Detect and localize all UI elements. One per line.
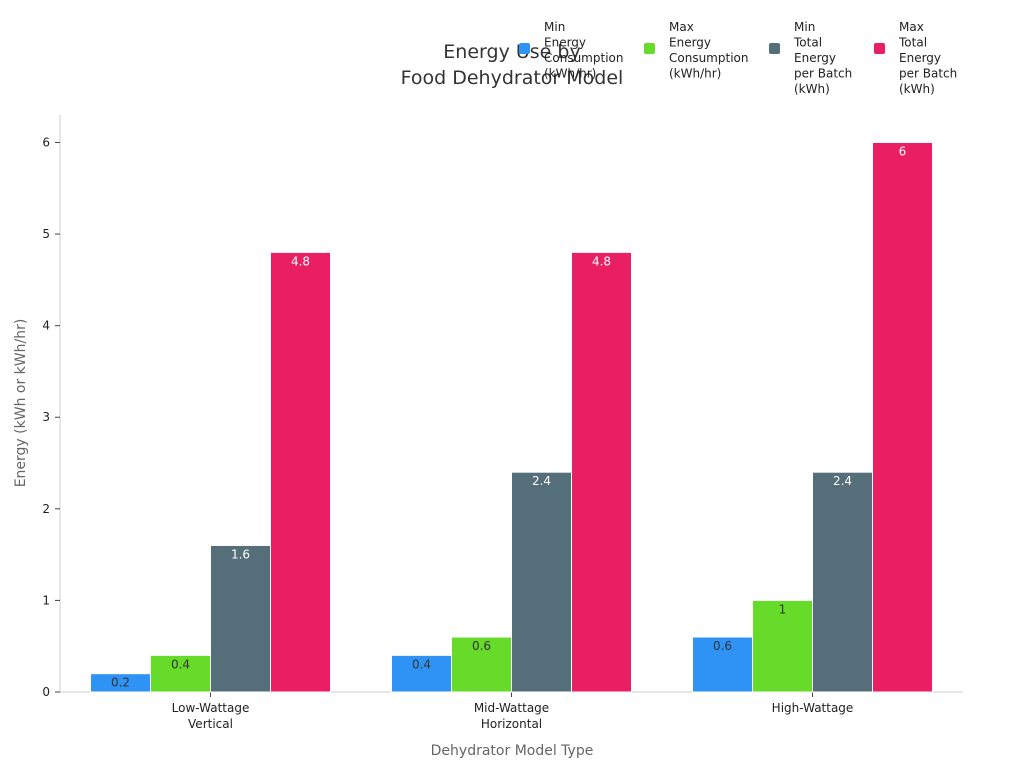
legend-item: Min Energy Consumption (kWh/hr) — [519, 20, 623, 81]
x-tick-label-line: Low-Wattage — [172, 701, 250, 715]
bar — [752, 599, 813, 693]
legend-label-line: per Batch — [899, 67, 957, 81]
legend-label-line: Total — [793, 36, 822, 50]
bar — [692, 636, 753, 693]
legend-item: Max Total Energy per Batch (kWh) — [874, 20, 957, 96]
legend-label-line: (kWh/hr) — [544, 67, 596, 81]
legend-label: Min Energy Consumption (kWh/hr) — [544, 20, 623, 81]
legend-label-line: Energy — [544, 36, 586, 50]
legend-label-line: (kWh/hr) — [669, 67, 721, 81]
x-tick-label: Low-Wattage Vertical — [172, 701, 250, 731]
bar-value-label: 1 — [779, 602, 787, 616]
legend-label: Max Total Energy per Batch (kWh) — [898, 20, 957, 96]
legend-label-line: Consumption — [669, 51, 748, 65]
bar-value-label: 2.4 — [532, 474, 551, 488]
x-tick-label: High-Wattage — [772, 701, 854, 715]
legend-label: Min Total Energy per Batch (kWh) — [793, 20, 852, 96]
bar-value-label: 0.6 — [713, 639, 732, 653]
bar — [511, 471, 572, 693]
chart-title-text: Energy Use by Food Dehydrator Model — [401, 41, 624, 89]
x-tick-label-line: Vertical — [188, 717, 233, 731]
bar-value-label: 4.8 — [291, 254, 310, 268]
legend-label-line: (kWh) — [794, 82, 830, 96]
y-axis-title: Energy (kWh or kWh/hr) — [13, 319, 29, 488]
y-tick-label: 6 — [42, 135, 50, 149]
y-tick-label: 2 — [42, 502, 50, 516]
chart-title-text-line: Food Dehydrator Model — [401, 67, 624, 89]
legend-label-line: Energy — [899, 51, 941, 65]
x-tick-label-line: Mid-Wattage — [474, 701, 549, 715]
legend-swatch — [769, 43, 780, 54]
legend-label: Max Energy Consumption (kWh/hr) — [669, 20, 748, 81]
legend-label-line: Max — [899, 20, 924, 34]
legend-swatch — [519, 43, 530, 54]
legend-item: Max Energy Consumption (kWh/hr) — [644, 20, 748, 81]
legend-label-line: per Batch — [794, 67, 852, 81]
bar-value-label: 0.4 — [171, 657, 190, 671]
x-tick-label-line: Horizontal — [481, 717, 542, 731]
bar-value-label: 4.8 — [592, 254, 611, 268]
legend-label-line: Min — [544, 20, 565, 34]
y-tick-label: 0 — [42, 685, 50, 699]
x-tick-label: Mid-Wattage Horizontal — [474, 701, 549, 731]
bar — [812, 471, 873, 693]
y-tick-label: 3 — [42, 410, 50, 424]
legend-label-line: (kWh) — [899, 82, 935, 96]
bar-value-label: 0.2 — [111, 676, 130, 690]
bar — [571, 251, 632, 693]
chart-title-text-line: Energy Use by — [443, 41, 580, 63]
bar-value-label: 0.6 — [472, 639, 491, 653]
bar — [210, 544, 271, 693]
y-tick-label: 1 — [42, 593, 50, 607]
legend-label-line: Consumption — [544, 51, 623, 65]
legend-label-line: Energy — [669, 36, 711, 50]
legend-label-line: Energy — [794, 51, 836, 65]
x-axis-title: Dehydrator Model Type — [431, 743, 594, 759]
bars — [90, 141, 933, 693]
y-tick-label: 4 — [42, 319, 50, 333]
legend-swatch — [874, 43, 885, 54]
bar — [270, 251, 331, 693]
bar-value-label: 1.6 — [231, 547, 250, 561]
bar — [451, 636, 512, 693]
chart-title: Energy Use by Food Dehydrator Model — [401, 41, 624, 89]
legend-label-line: Min — [794, 20, 815, 34]
bar-labels: 0.2 0.4 1.6 4.8 0.4 0.6 2.4 4.8 0.6 1 2.4 6 — [111, 144, 906, 689]
x-tick-label-line: High-Wattage — [772, 701, 854, 715]
legend: Min Energy Consumption (kWh/hr)Max Energy Con… — [519, 20, 957, 96]
legend-label-line: Total — [898, 36, 927, 50]
legend-label-line: Max — [669, 20, 694, 34]
bar-value-label: 2.4 — [833, 474, 852, 488]
y-tick-label: 5 — [42, 227, 50, 241]
legend-item: Min Total Energy per Batch (kWh) — [769, 20, 852, 96]
bar-value-label: 6 — [899, 144, 907, 158]
legend-swatch — [644, 43, 655, 54]
bar — [872, 141, 933, 693]
bar-value-label: 0.4 — [412, 657, 431, 671]
